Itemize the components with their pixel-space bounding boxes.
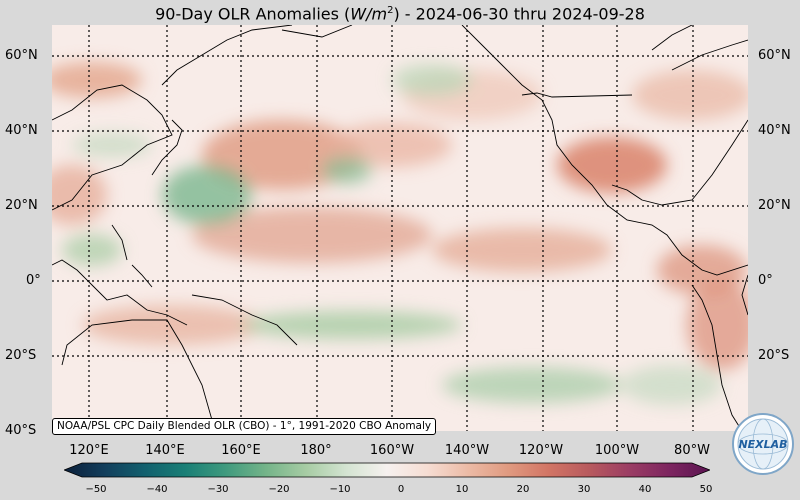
lon-label: 120°W <box>518 443 564 458</box>
lat-label-right: 60°N <box>758 48 791 63</box>
lon-label: 140°W <box>444 443 490 458</box>
lat-label-left: 20°N <box>5 198 38 213</box>
colorbar-tick: 30 <box>577 484 591 495</box>
colorbar-tick: 50 <box>699 484 713 495</box>
logo-text: NEXLAB <box>738 438 787 451</box>
lon-label: 180° <box>300 443 332 458</box>
lat-label-left: 60°N <box>5 48 38 63</box>
lon-label: 120°E <box>69 443 109 458</box>
colorbar-scale <box>64 462 710 478</box>
colorbar-tick: −30 <box>207 484 229 495</box>
colorbar-tick: 20 <box>516 484 530 495</box>
anomaly-patches <box>52 62 748 405</box>
lon-label: 100°W <box>594 443 640 458</box>
lat-label-right: 20°S <box>758 348 790 363</box>
lon-label: 160°W <box>369 443 415 458</box>
colorbar-tick: −50 <box>85 484 107 495</box>
colorbar-tick: −10 <box>329 484 351 495</box>
anomaly-field <box>52 25 748 431</box>
lat-label-left: 0° <box>26 273 41 288</box>
lat-label-left: 40°S <box>5 423 37 438</box>
colorbar-tick: −40 <box>146 484 168 495</box>
lat-label-left: 20°S <box>5 348 37 363</box>
graticule <box>52 25 748 431</box>
colorbar-tick: 40 <box>638 484 652 495</box>
lat-label-left: 40°N <box>5 123 38 138</box>
olr-anomaly-map <box>52 25 748 431</box>
colorbar-tick: −20 <box>268 484 290 495</box>
colorbar-tick: 10 <box>455 484 469 495</box>
map-title: 90-Day OLR Anomalies (W/m2) - 2024-06-30… <box>155 4 645 24</box>
coastlines <box>52 25 748 431</box>
lon-label: 140°E <box>145 443 185 458</box>
colorbar-tick: 0 <box>397 484 405 495</box>
lon-label: 80°W <box>674 443 710 458</box>
colorbar <box>64 462 710 478</box>
data-attribution: NOAA/PSL CPC Daily Blended OLR (CBO) - 1… <box>52 418 437 435</box>
lon-label: 160°E <box>221 443 261 458</box>
lat-label-right: 0° <box>758 273 773 288</box>
nexlab-globe-logo: NEXLAB <box>732 413 794 475</box>
lat-label-right: 20°N <box>758 198 791 213</box>
lat-label-right: 40°N <box>758 123 791 138</box>
